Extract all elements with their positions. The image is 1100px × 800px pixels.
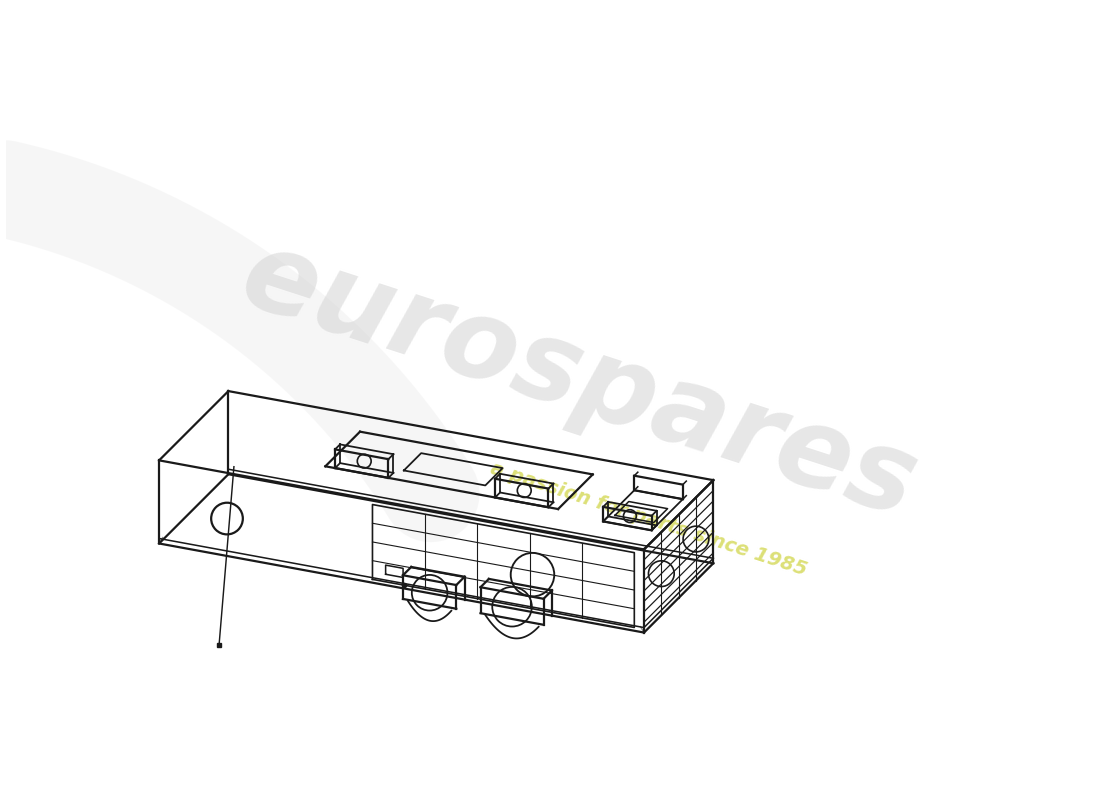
Text: eurospares: eurospares bbox=[229, 221, 931, 540]
Text: a passion for parts since 1985: a passion for parts since 1985 bbox=[488, 458, 810, 579]
